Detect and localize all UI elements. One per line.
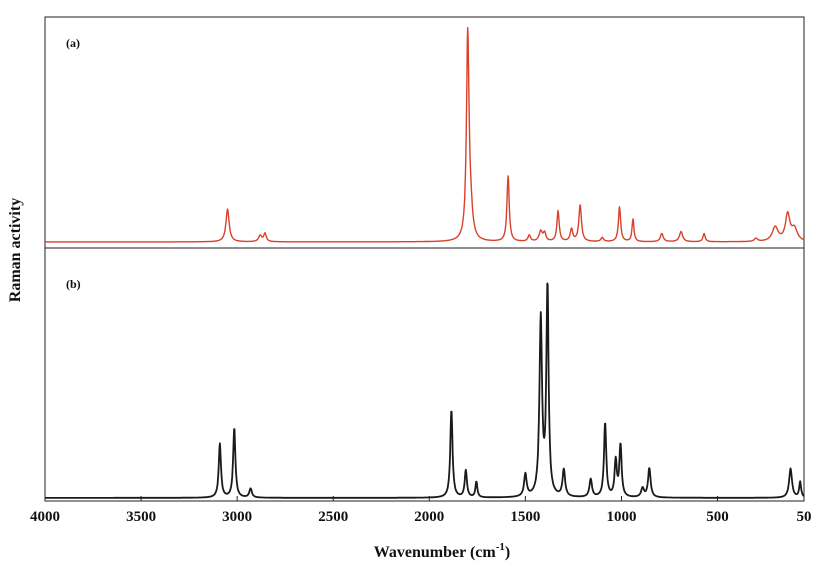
series-line-b	[44, 282, 805, 499]
x-tick-label: 500	[706, 509, 729, 525]
plot-frame	[44, 16, 805, 502]
panel-label-b: (b)	[66, 277, 81, 291]
x-tick-label: 4000	[30, 509, 60, 525]
x-tick-label: 3000	[222, 509, 252, 525]
x-tick-label: 3500	[126, 509, 156, 525]
x-tick-label: 1000	[606, 509, 636, 525]
x-axis-title-close: )	[505, 544, 510, 561]
x-axis-ticks: 4000 3500 3000 2500 2000 1500 1000 500 50	[30, 496, 812, 525]
series-line-a	[44, 27, 805, 243]
x-tick-label: 2500	[318, 509, 348, 525]
x-axis-title: Wavenumber (cm-1)	[374, 541, 510, 561]
series-layer	[44, 27, 805, 499]
x-axis-title-main: Wavenumber (cm	[374, 544, 497, 561]
y-axis-title: Raman activity	[7, 198, 24, 302]
x-axis-title-superscript: -1	[496, 541, 505, 553]
x-tick-label: 1500	[510, 509, 540, 525]
x-tick-label: 50	[797, 509, 812, 525]
panel-label-a: (a)	[66, 36, 80, 50]
x-tick-label: 2000	[414, 509, 444, 525]
